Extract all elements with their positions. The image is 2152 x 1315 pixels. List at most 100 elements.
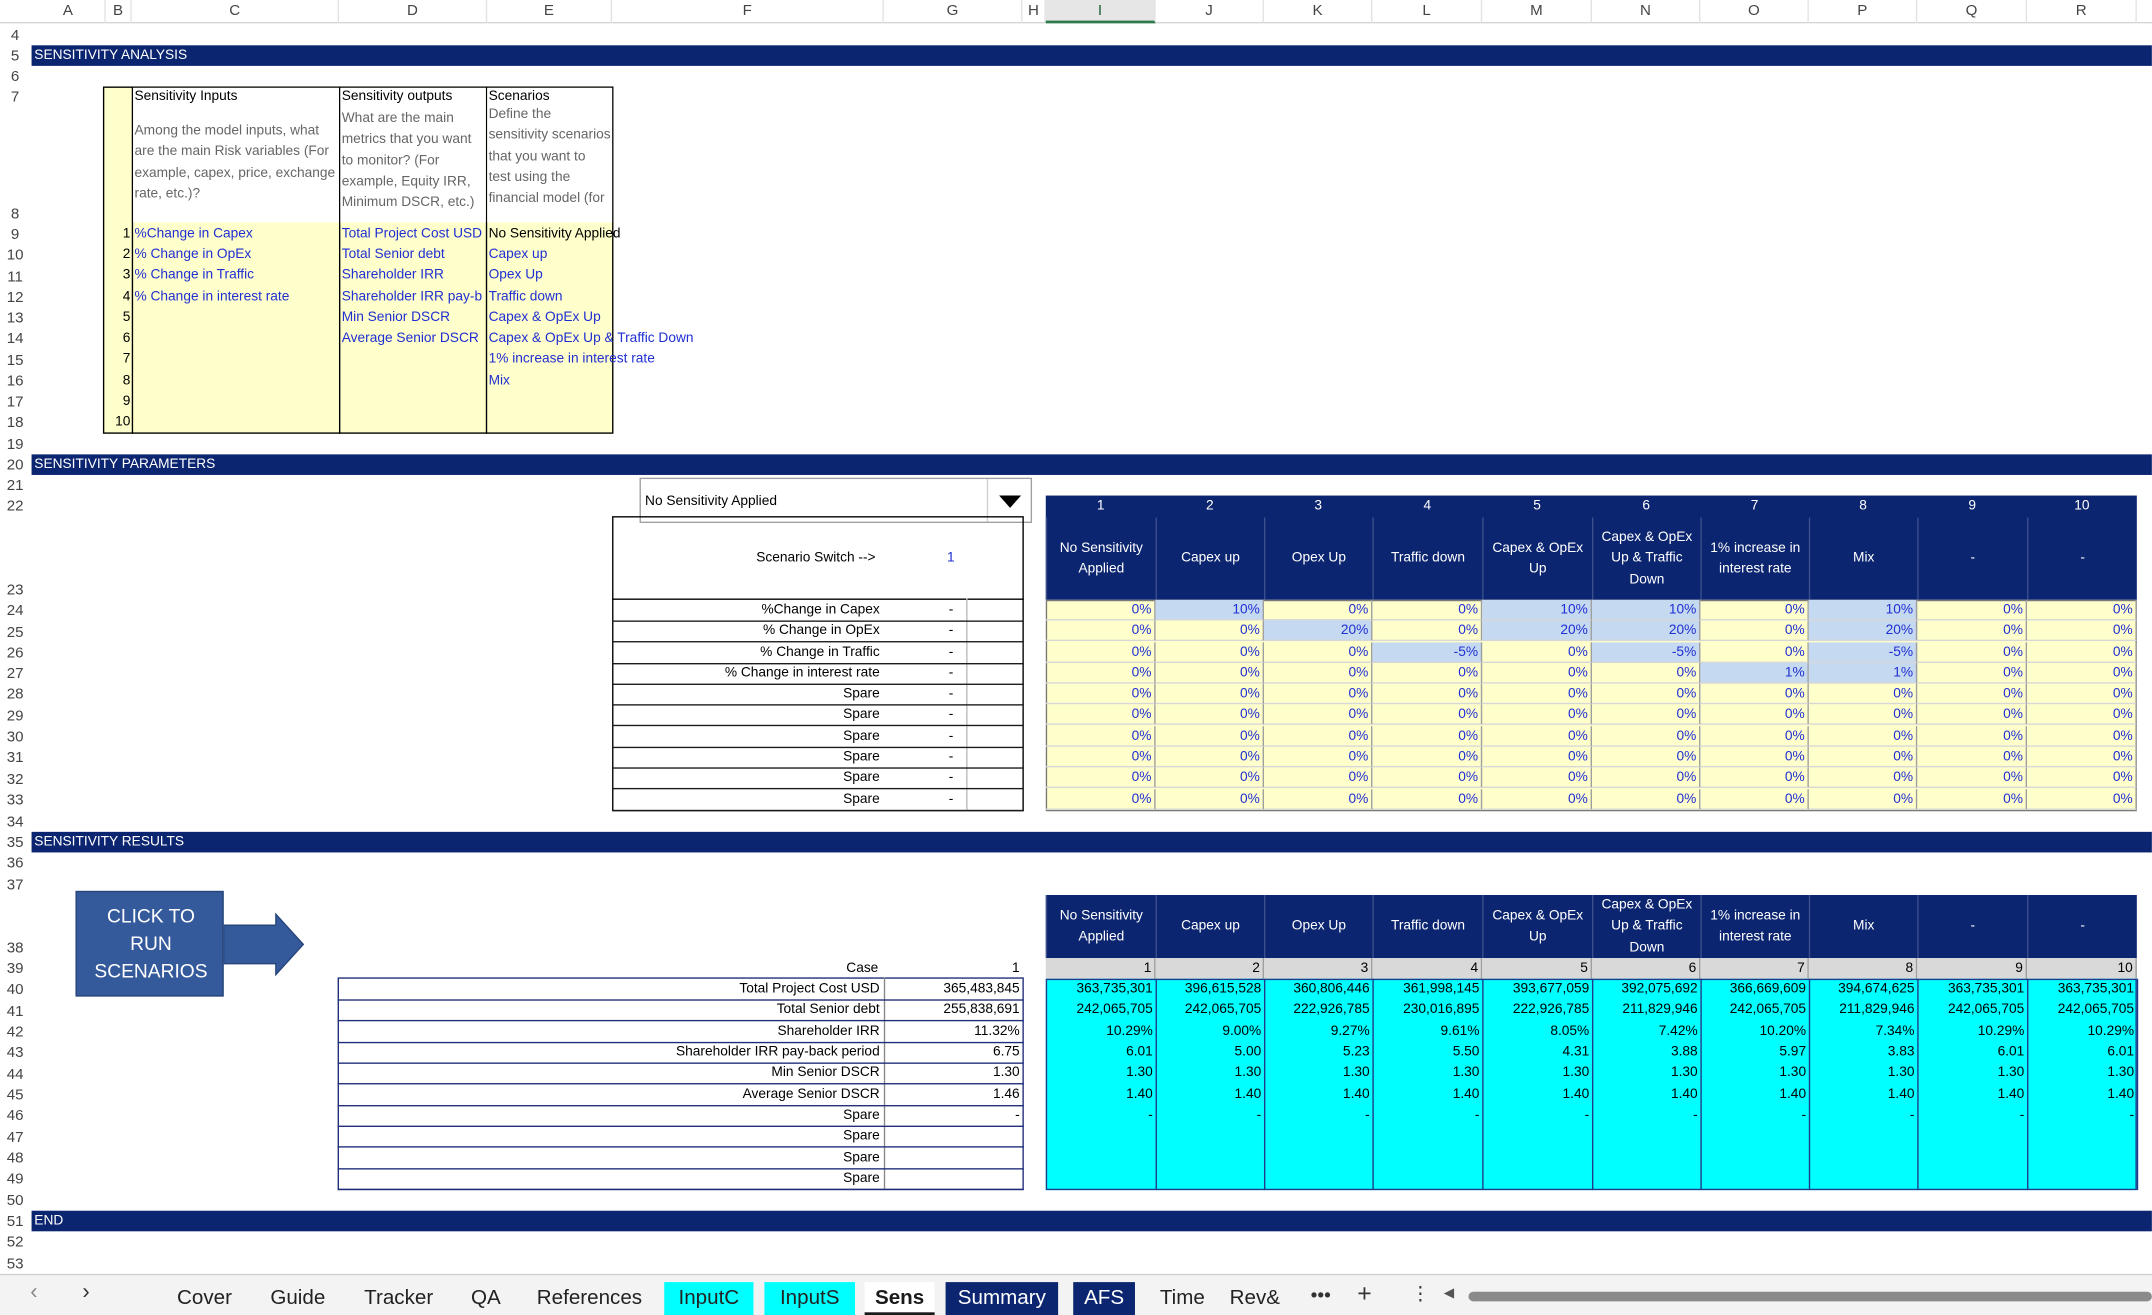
sensitivity-input-item[interactable]: %Change in Capex xyxy=(134,226,253,242)
parameter-value-cell[interactable]: 0% xyxy=(2027,663,2137,685)
sheet-tab-summary[interactable]: Summary xyxy=(945,1282,1059,1315)
parameter-value-cell[interactable]: 0% xyxy=(1917,599,2028,621)
parameter-value-cell[interactable]: 0% xyxy=(1482,789,1592,811)
parameter-value-cell[interactable]: 0% xyxy=(1591,789,1701,811)
sheet-tab-references[interactable]: References xyxy=(536,1286,643,1310)
row-header-7[interactable]: 7 xyxy=(10,89,20,106)
row-header-4[interactable]: 4 xyxy=(10,27,20,44)
column-header-L[interactable]: L xyxy=(1372,0,1483,24)
parameter-value-cell[interactable]: 0% xyxy=(1263,663,1373,685)
parameter-value-cell[interactable]: 0% xyxy=(1917,663,2028,685)
row-header-32[interactable]: 32 xyxy=(6,771,24,788)
row-header-5[interactable]: 5 xyxy=(10,48,20,65)
sheet-tab-afs[interactable]: AFS xyxy=(1073,1282,1135,1315)
parameter-value-cell[interactable]: 0% xyxy=(2027,704,2137,726)
row-header-28[interactable]: 28 xyxy=(6,686,24,703)
parameter-value-cell[interactable]: 0% xyxy=(2027,789,2137,811)
scenario-switch-value[interactable]: 1 xyxy=(946,550,955,566)
parameter-value-cell[interactable]: 0% xyxy=(1372,663,1483,685)
parameter-value-cell[interactable]: 0% xyxy=(1482,704,1592,726)
sheet-tab-tracker[interactable]: Tracker xyxy=(364,1286,434,1310)
scenario-item[interactable]: Capex & OpEx Up & Traffic Down xyxy=(488,330,694,346)
parameter-value-cell[interactable]: 0% xyxy=(1372,726,1483,748)
horizontal-scrollbar[interactable]: ◀ xyxy=(1444,1286,2152,1304)
sensitivity-input-item[interactable]: % Change in interest rate xyxy=(134,289,290,305)
parameter-value-cell[interactable]: 0% xyxy=(2027,726,2137,748)
parameter-value-cell[interactable]: 0% xyxy=(1155,746,1264,768)
parameter-value-cell[interactable]: 0% xyxy=(1808,789,1918,811)
column-header-J[interactable]: J xyxy=(1156,0,1264,24)
row-header-48[interactable]: 48 xyxy=(6,1150,24,1167)
row-header-51[interactable]: 51 xyxy=(6,1213,24,1230)
options-kebab-icon[interactable]: ⋮ xyxy=(1410,1282,1431,1305)
row-header-30[interactable]: 30 xyxy=(6,728,24,746)
parameter-value-cell[interactable]: 0% xyxy=(1591,704,1701,726)
more-tabs-icon[interactable]: ••• xyxy=(1310,1283,1331,1306)
row-header-16[interactable]: 16 xyxy=(6,373,24,390)
sensitivity-output-item[interactable]: Min Senior DSCR xyxy=(341,310,451,326)
parameter-value-cell[interactable]: 0% xyxy=(1808,767,1918,789)
parameter-value-cell[interactable]: 0% xyxy=(2027,642,2137,664)
sensitivity-output-item[interactable]: Shareholder IRR pay-b xyxy=(341,289,483,305)
sheet-tab-rev[interactable]: Rev& xyxy=(1229,1286,1281,1310)
parameter-value-cell[interactable]: 0% xyxy=(1700,789,1809,811)
parameter-value-cell[interactable]: 0% xyxy=(1482,642,1592,664)
row-header-27[interactable]: 27 xyxy=(6,665,24,683)
parameter-value-cell[interactable]: 0% xyxy=(1808,704,1918,726)
sheet-tab-qa[interactable]: QA xyxy=(470,1286,501,1310)
parameter-value-cell[interactable]: 0% xyxy=(1155,726,1264,748)
parameter-value-cell[interactable]: 0% xyxy=(1372,704,1483,726)
parameter-value-cell[interactable]: 20% xyxy=(1482,620,1592,642)
parameter-value-cell[interactable]: 20% xyxy=(1808,620,1918,642)
scenario-item[interactable]: Capex up xyxy=(488,247,548,263)
row-header-46[interactable]: 46 xyxy=(6,1107,24,1125)
row-header-43[interactable]: 43 xyxy=(6,1044,24,1062)
parameter-value-cell[interactable]: 0% xyxy=(1045,642,1156,664)
row-header-29[interactable]: 29 xyxy=(6,708,24,725)
scenario-dropdown[interactable]: No Sensitivity Applied xyxy=(639,477,1033,523)
row-header-26[interactable]: 26 xyxy=(6,645,24,662)
column-header-F[interactable]: F xyxy=(612,0,884,24)
parameter-value-cell[interactable]: 10% xyxy=(1155,599,1264,621)
column-header-Q[interactable]: Q xyxy=(1917,0,2028,24)
row-header-23[interactable]: 23 xyxy=(6,582,24,599)
sheet-tab-sens[interactable]: Sens xyxy=(864,1282,935,1315)
parameter-value-cell[interactable]: 0% xyxy=(1372,620,1483,642)
parameter-value-cell[interactable]: 0% xyxy=(1045,704,1156,726)
parameter-value-cell[interactable]: 1% xyxy=(1808,663,1918,685)
parameter-value-cell[interactable]: 0% xyxy=(1700,642,1809,664)
sensitivity-output-item[interactable]: Average Senior DSCR xyxy=(341,330,479,346)
row-header-25[interactable]: 25 xyxy=(6,624,24,642)
parameter-value-cell[interactable]: 0% xyxy=(1155,704,1264,726)
row-header-12[interactable]: 12 xyxy=(6,289,24,307)
row-header-41[interactable]: 41 xyxy=(6,1003,24,1020)
parameter-value-cell[interactable]: 0% xyxy=(1045,663,1156,685)
parameter-value-cell[interactable]: 0% xyxy=(1263,642,1373,664)
parameter-value-cell[interactable]: 0% xyxy=(1591,746,1701,768)
scenario-item[interactable]: Mix xyxy=(488,373,510,389)
row-header-50[interactable]: 50 xyxy=(6,1192,24,1210)
row-header-38[interactable]: 38 xyxy=(6,940,24,957)
parameter-value-cell[interactable]: 0% xyxy=(1155,620,1264,642)
column-header-I[interactable]: I xyxy=(1045,0,1156,24)
row-header-42[interactable]: 42 xyxy=(6,1024,24,1041)
parameter-value-cell[interactable]: 0% xyxy=(2027,620,2137,642)
row-header-53[interactable]: 53 xyxy=(6,1256,24,1273)
parameter-value-cell[interactable]: 10% xyxy=(1482,599,1592,621)
parameter-value-cell[interactable]: 0% xyxy=(1591,726,1701,748)
parameter-value-cell[interactable]: 0% xyxy=(1917,620,2028,642)
parameter-value-cell[interactable]: 0% xyxy=(1700,746,1809,768)
next-sheet-icon[interactable]: › xyxy=(82,1280,90,1305)
parameter-value-cell[interactable]: 0% xyxy=(1917,789,2028,811)
parameter-value-cell[interactable]: 0% xyxy=(2027,746,2137,768)
parameter-value-cell[interactable]: 0% xyxy=(1700,599,1809,621)
column-header-H[interactable]: H xyxy=(1022,0,1046,24)
scenario-item[interactable]: Traffic down xyxy=(488,289,563,305)
column-header-P[interactable]: P xyxy=(1809,0,1918,24)
parameter-value-cell[interactable]: 0% xyxy=(1372,746,1483,768)
parameter-value-cell[interactable]: 0% xyxy=(1917,683,2028,705)
parameter-value-cell[interactable]: 0% xyxy=(1263,746,1373,768)
column-header-M[interactable]: M xyxy=(1482,0,1592,24)
run-scenarios-button[interactable]: CLICK TO RUN SCENARIOS xyxy=(75,890,224,997)
row-header-18[interactable]: 18 xyxy=(6,414,24,432)
